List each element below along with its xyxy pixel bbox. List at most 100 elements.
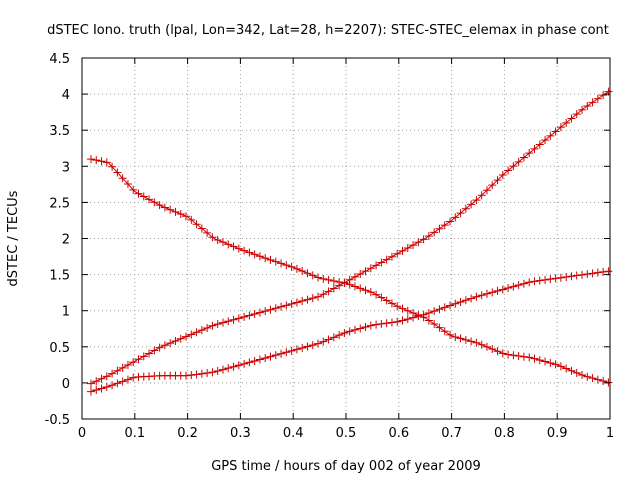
plus-marker <box>213 367 222 376</box>
plus-marker <box>403 244 412 253</box>
plus-marker <box>541 357 550 366</box>
plus-marker <box>160 203 169 212</box>
plus-marker <box>482 186 491 195</box>
plus-marker <box>467 294 476 303</box>
plus-marker <box>482 289 491 298</box>
plus-marker <box>488 345 497 354</box>
plus-marker <box>377 293 386 302</box>
plus-marker <box>155 201 164 210</box>
plus-marker <box>498 285 507 294</box>
plus-marker <box>224 317 233 326</box>
plus-marker <box>97 374 106 383</box>
plus-marker <box>203 323 212 332</box>
plus-marker <box>292 264 301 273</box>
plus-marker <box>118 363 127 372</box>
plus-marker <box>356 324 365 333</box>
plus-marker <box>203 228 212 237</box>
plus-marker <box>245 311 254 320</box>
plus-marker <box>292 345 301 354</box>
x-tick-label: 1 <box>606 426 614 441</box>
x-tick-label: 0.7 <box>441 426 462 441</box>
plus-marker <box>477 191 486 200</box>
plus-marker <box>182 212 191 221</box>
plus-marker <box>551 360 560 369</box>
plus-marker <box>166 205 175 214</box>
y-tick-label: 4 <box>62 88 70 103</box>
plus-marker <box>134 189 143 198</box>
plus-marker <box>303 269 312 278</box>
plus-marker <box>213 236 222 245</box>
plus-marker <box>86 155 95 164</box>
plus-marker <box>192 220 201 229</box>
plus-marker <box>509 351 518 360</box>
plus-marker <box>488 181 497 190</box>
plus-marker <box>118 174 127 183</box>
plus-marker <box>282 348 291 357</box>
plus-marker <box>556 273 565 282</box>
plus-marker <box>472 292 481 301</box>
plus-marker <box>245 248 254 257</box>
plus-marker <box>535 356 544 365</box>
plus-marker <box>456 209 465 218</box>
plus-marker <box>430 320 439 329</box>
plus-marker <box>382 296 391 305</box>
plus-marker <box>356 270 365 279</box>
plus-marker <box>197 369 206 378</box>
plus-marker <box>509 162 518 171</box>
plus-marker <box>498 349 507 358</box>
plus-marker <box>530 144 539 153</box>
plus-marker <box>535 140 544 149</box>
plus-marker <box>197 326 206 335</box>
plus-marker <box>488 288 497 297</box>
y-tick-label: 3 <box>62 160 70 175</box>
series-line <box>90 90 611 385</box>
plus-marker <box>393 302 402 311</box>
plus-marker <box>261 307 270 316</box>
plus-marker <box>134 355 143 364</box>
y-tick-label: 4.5 <box>49 52 70 67</box>
plus-marker <box>519 279 528 288</box>
plus-marker <box>350 282 359 291</box>
plus-marker <box>498 171 507 180</box>
plus-marker <box>361 323 370 332</box>
plus-marker <box>229 362 238 371</box>
plus-marker <box>261 354 270 363</box>
plus-marker <box>350 272 359 281</box>
plus-marker <box>308 294 317 303</box>
x-axis-label: GPS time / hours of day 002 of year 2009 <box>211 459 481 474</box>
plus-marker <box>335 331 344 340</box>
plus-marker <box>166 339 175 348</box>
x-tick-label: 0.9 <box>547 426 568 441</box>
plus-marker <box>277 302 286 311</box>
plus-marker <box>192 370 201 379</box>
plus-marker <box>435 224 444 233</box>
plus-marker <box>150 198 159 207</box>
y-axis-label: dSTEC / TECUs <box>6 190 21 286</box>
y-tick-label: -0.5 <box>45 413 70 428</box>
plus-marker <box>467 200 476 209</box>
plus-marker <box>303 295 312 304</box>
plus-marker <box>472 196 481 205</box>
plus-marker <box>461 296 470 305</box>
plus-marker <box>493 286 502 295</box>
plus-marker <box>372 261 381 270</box>
plus-marker <box>218 365 227 374</box>
plus-marker <box>261 254 270 263</box>
plus-marker <box>266 255 275 264</box>
plus-marker <box>567 366 576 375</box>
plus-marker <box>504 284 513 293</box>
plus-marker <box>493 176 502 185</box>
plus-marker <box>514 351 523 360</box>
plus-marker <box>113 168 122 177</box>
plus-marker <box>150 346 159 355</box>
data-series <box>86 87 613 388</box>
plus-marker <box>108 381 117 390</box>
plus-marker <box>372 290 381 299</box>
plus-marker <box>229 242 238 251</box>
plus-marker <box>382 319 391 328</box>
plus-marker <box>182 371 191 380</box>
plus-marker <box>451 332 460 341</box>
plus-marker <box>414 312 423 321</box>
plus-marker <box>218 318 227 327</box>
